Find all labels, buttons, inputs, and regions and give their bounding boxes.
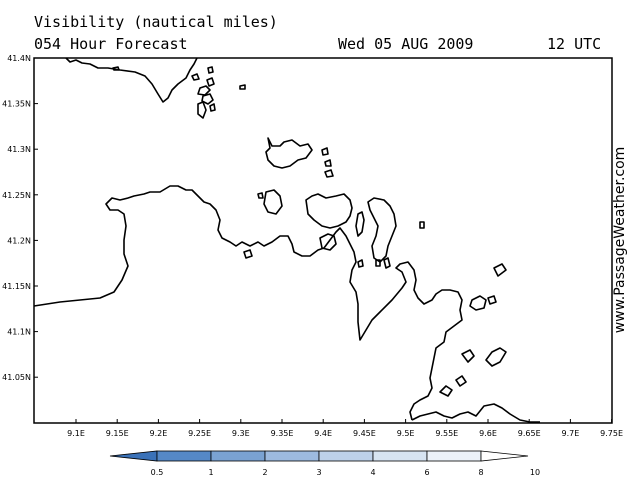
colorbar-segment <box>318 450 374 462</box>
lon-label: 9.55E <box>435 429 458 438</box>
lat-label: 41.25N <box>2 191 31 200</box>
lon-label: 9.25E <box>188 429 211 438</box>
lat-label: 41.35N <box>2 100 31 109</box>
lon-label: 9.2E <box>150 429 168 438</box>
colorbar-label: 4 <box>370 468 375 477</box>
colorbar-label: 1 <box>208 468 213 477</box>
lat-label: 41.2N <box>7 236 31 245</box>
colorbar-segment <box>156 450 212 462</box>
lon-label: 9.5E <box>397 429 415 438</box>
coastline <box>33 57 540 423</box>
latitude-labels: 41.4N 41.35N 41.3N 41.25N 41.2N 41.15N 41.1N 41… <box>2 54 38 382</box>
lat-label: 41.15N <box>2 282 31 291</box>
lon-label: 9.35E <box>271 429 294 438</box>
map-title: Visibility (nautical miles) <box>34 13 278 31</box>
forecast-date: Wed 05 AUG 2009 <box>338 35 474 53</box>
colorbar-segment <box>426 450 482 462</box>
lon-label: 9.75E <box>600 429 623 438</box>
colorbar-label: 2 <box>262 468 267 477</box>
colorbar-segment <box>264 450 320 462</box>
longitude-labels: 9.1E 9.15E 9.2E 9.25E 9.3E 9.35E 9.4E 9.45E 9.5E… <box>67 419 623 438</box>
lat-label: 41.05N <box>2 373 31 382</box>
lon-label: 9.65E <box>518 429 541 438</box>
lon-label: 9.7E <box>562 429 580 438</box>
lon-label: 9.6E <box>479 429 497 438</box>
colorbar-segment <box>480 450 529 462</box>
lat-label: 41.1N <box>7 328 31 337</box>
visibility-colorbar: 0.5 1 2 3 4 6 8 10 <box>109 450 540 477</box>
colorbar-segment <box>210 450 266 462</box>
colorbar-label: 10 <box>530 468 540 477</box>
forecast-hour: 054 Hour Forecast <box>34 35 188 53</box>
lon-label: 9.3E <box>232 429 250 438</box>
lon-label: 9.45E <box>353 429 376 438</box>
colorbar-segment <box>372 450 428 462</box>
lat-label: 41.3N <box>7 145 31 154</box>
lon-label: 9.1E <box>67 429 85 438</box>
colorbar-label: 6 <box>424 468 429 477</box>
lat-label: 41.4N <box>7 54 31 63</box>
map-frame <box>33 57 613 424</box>
colorbar-label: 8 <box>478 468 483 477</box>
lon-label: 9.15E <box>106 429 129 438</box>
colorbar-label: 0.5 <box>151 468 164 477</box>
lon-label: 9.4E <box>314 429 332 438</box>
forecast-time: 12 UTC <box>547 35 602 53</box>
colorbar-label: 3 <box>316 468 321 477</box>
colorbar-segment <box>109 450 158 462</box>
